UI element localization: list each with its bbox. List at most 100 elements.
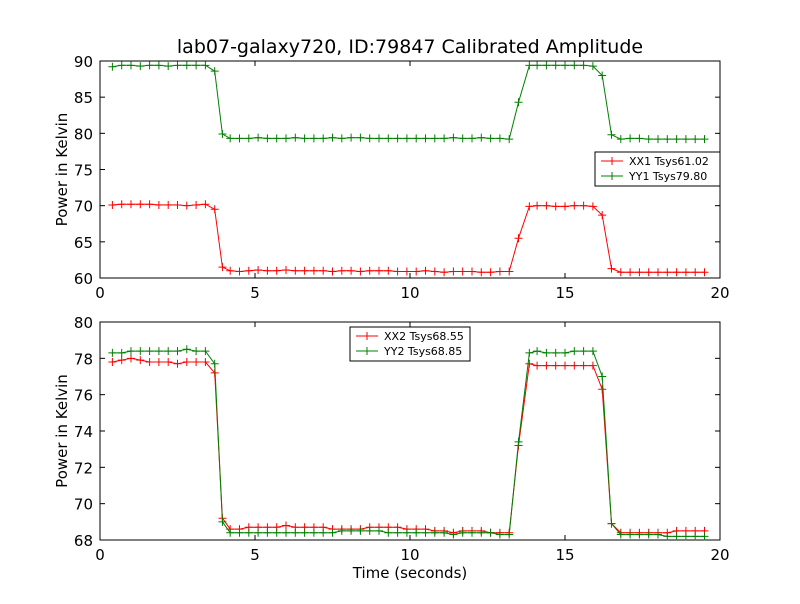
data-point — [182, 357, 191, 366]
data-point — [356, 526, 365, 535]
data-point — [644, 530, 653, 539]
data-point — [402, 134, 411, 143]
y-tick-label: 70 — [74, 198, 93, 216]
data-point — [173, 347, 182, 356]
data-point — [533, 347, 542, 356]
data-point — [430, 267, 439, 276]
data-point — [495, 134, 504, 143]
data-point — [393, 267, 402, 276]
data-point — [598, 385, 607, 394]
data-point — [700, 135, 709, 144]
data-point — [626, 134, 635, 143]
data-point — [449, 267, 458, 276]
plots: 0 5 10 15 20 60 65 70 75 80 85 90 Power in Kelvin XX1… — [53, 53, 730, 564]
data-point — [309, 266, 318, 275]
data-point — [117, 356, 126, 365]
data-point — [154, 200, 163, 209]
data-point — [384, 266, 393, 275]
x-tick-label: 15 — [555, 284, 574, 302]
data-point — [681, 532, 690, 541]
y-tick-label: 80 — [74, 125, 93, 143]
data-point — [384, 134, 393, 143]
data-point — [136, 356, 145, 365]
data-point — [347, 266, 356, 275]
legend-box — [349, 326, 471, 362]
data-point — [201, 357, 210, 366]
data-point — [282, 521, 290, 530]
legend-label: YY2 Tsys68.85 — [383, 345, 462, 358]
data-point — [533, 201, 542, 210]
data-point — [218, 263, 227, 272]
data-point — [616, 530, 625, 539]
data-point — [430, 134, 439, 143]
y-tick-label: 65 — [74, 234, 93, 252]
data-point — [458, 528, 467, 537]
data-point — [644, 268, 653, 277]
data-point — [291, 528, 300, 537]
data-point — [533, 361, 542, 370]
data-point — [588, 62, 597, 71]
data-point — [356, 133, 365, 142]
y-axis-label: Power in Kelvin — [53, 113, 71, 227]
data-point — [542, 361, 551, 370]
data-point — [505, 530, 514, 539]
data-point — [579, 361, 588, 370]
data-point — [598, 372, 607, 381]
data-point — [598, 211, 607, 220]
data-point — [626, 268, 635, 277]
data-point — [272, 134, 281, 143]
x-tick-label: 0 — [95, 546, 105, 564]
data-point — [117, 61, 126, 70]
data-point — [375, 526, 383, 535]
data-point — [173, 200, 182, 209]
data-point — [309, 134, 318, 143]
data-point — [182, 345, 191, 354]
data-point — [672, 532, 681, 541]
data-point — [525, 61, 534, 70]
data-point — [136, 62, 145, 71]
data-point — [505, 135, 514, 144]
data-point — [254, 528, 263, 537]
data-point — [588, 361, 597, 370]
data-point — [263, 134, 272, 143]
y-tick-label: 76 — [74, 387, 93, 405]
data-point — [254, 266, 263, 275]
data-point — [449, 530, 458, 539]
legend-box — [594, 151, 721, 187]
data-point — [477, 133, 486, 142]
y-tick-label: 85 — [74, 89, 93, 107]
data-point — [201, 61, 210, 70]
data-point — [514, 98, 523, 107]
data-point — [551, 361, 560, 370]
data-point — [108, 62, 117, 71]
data-point — [375, 134, 383, 143]
data-point — [328, 133, 337, 142]
data-point — [412, 528, 421, 537]
data-point — [291, 266, 300, 275]
data-point — [561, 361, 569, 370]
data-point — [495, 267, 504, 276]
data-point — [514, 234, 523, 243]
data-point — [154, 357, 163, 366]
data-point — [108, 348, 117, 357]
data-point — [533, 61, 542, 70]
x-tick-label: 20 — [710, 284, 729, 302]
data-point — [495, 530, 504, 539]
y-tick-label: 60 — [74, 270, 93, 288]
data-point — [254, 133, 263, 142]
data-point — [691, 268, 700, 277]
data-point — [607, 519, 616, 528]
data-point — [663, 532, 672, 541]
data-point — [477, 528, 486, 537]
x-tick-label: 10 — [400, 284, 419, 302]
data-point — [328, 528, 337, 537]
data-point — [551, 202, 560, 211]
data-point — [440, 134, 449, 143]
plot-1: 0 5 10 15 20 60 65 70 75 80 85 90 Power in Kelvin XX1… — [53, 53, 730, 302]
legend-marker — [608, 157, 616, 165]
x-tick-label: 5 — [250, 284, 260, 302]
y-tick-label: 78 — [74, 350, 93, 368]
data-point — [319, 134, 328, 143]
data-point — [412, 267, 421, 276]
